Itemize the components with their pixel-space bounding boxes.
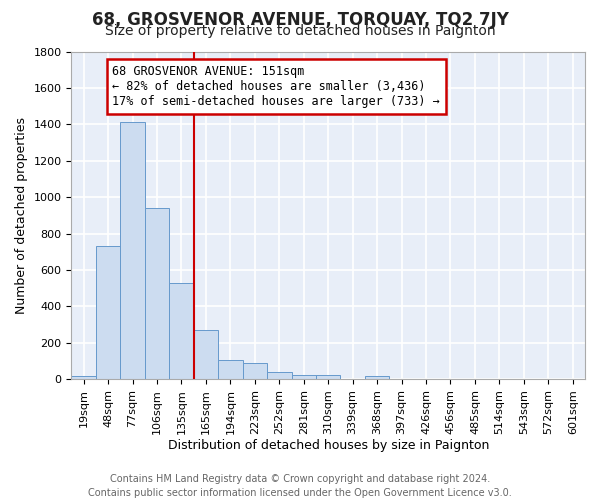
- Text: Contains HM Land Registry data © Crown copyright and database right 2024.
Contai: Contains HM Land Registry data © Crown c…: [88, 474, 512, 498]
- Text: 68 GROSVENOR AVENUE: 151sqm
← 82% of detached houses are smaller (3,436)
17% of : 68 GROSVENOR AVENUE: 151sqm ← 82% of det…: [112, 64, 440, 108]
- Bar: [169, 282, 194, 379]
- Bar: [194, 330, 218, 379]
- Bar: [242, 363, 267, 379]
- Bar: [267, 372, 292, 379]
- Y-axis label: Number of detached properties: Number of detached properties: [15, 117, 28, 314]
- Bar: [145, 208, 169, 379]
- Text: Size of property relative to detached houses in Paignton: Size of property relative to detached ho…: [104, 24, 496, 38]
- X-axis label: Distribution of detached houses by size in Paignton: Distribution of detached houses by size …: [167, 440, 489, 452]
- Bar: [316, 374, 340, 379]
- Bar: [292, 374, 316, 379]
- Bar: [96, 246, 121, 379]
- Bar: [218, 360, 242, 379]
- Bar: [121, 122, 145, 379]
- Bar: [365, 376, 389, 379]
- Text: 68, GROSVENOR AVENUE, TORQUAY, TQ2 7JY: 68, GROSVENOR AVENUE, TORQUAY, TQ2 7JY: [92, 11, 508, 29]
- Bar: [71, 376, 96, 379]
